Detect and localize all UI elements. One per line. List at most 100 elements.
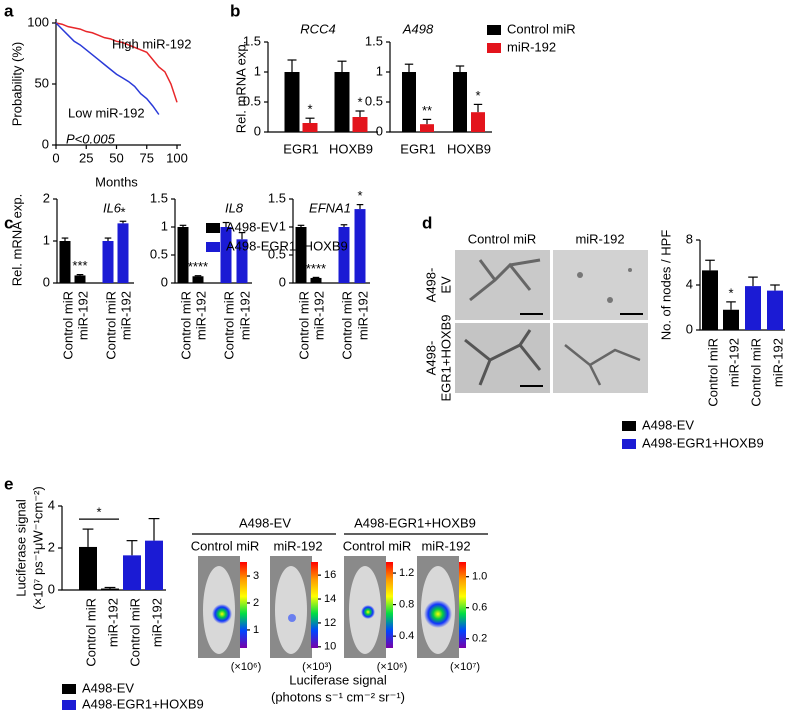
colorbar-tick-label: 1.0 [472, 571, 487, 583]
x-tick-label: miR-192 [118, 291, 133, 340]
bar [79, 546, 97, 590]
group-title: A498-EGR1+HOXB9 [354, 515, 476, 530]
x-tick-label: 0 [52, 150, 59, 165]
y-tick-label: 0 [376, 123, 383, 138]
y-tick-label: 1 [254, 63, 261, 78]
colorbar [311, 562, 318, 648]
y-tick-label: 1.5 [243, 33, 261, 48]
bar [420, 124, 434, 132]
colorbar-tick-label: 14 [324, 593, 336, 605]
legend-swatch [487, 25, 501, 35]
bar [74, 275, 86, 283]
y-tick-label: 0 [254, 123, 261, 138]
y-tick-label: 1 [161, 218, 168, 233]
legend-label: A498-EV [82, 680, 134, 695]
y-tick-label: 1 [43, 232, 50, 247]
x-tick-label: 100 [166, 150, 188, 165]
y-tick-label: 0 [43, 274, 50, 289]
legend-swatch [206, 242, 220, 252]
x-tick-label: 25 [79, 150, 93, 165]
y-axis-label: No. of nodes / HPF [658, 230, 673, 341]
significance: * [96, 505, 101, 520]
significance: * [728, 285, 733, 300]
legend-swatch [62, 700, 76, 710]
subplot-title: IL6 [103, 200, 122, 215]
bar [723, 309, 739, 330]
y-tick-label: 100 [27, 14, 49, 29]
colorbar-tick-label: 12 [324, 617, 336, 629]
x-tick-label: miR-192 [193, 291, 208, 340]
legend-label: A498-EGR1+HOXB9 [82, 696, 204, 711]
group-title: A498-EV [239, 515, 291, 530]
y-axis-label: Rel. mRNA exp. [9, 194, 24, 286]
significance: * [120, 205, 125, 220]
x-tick-label: miR-192 [237, 291, 252, 340]
bar [145, 540, 163, 590]
x-tick-label: miR-192 [726, 338, 741, 387]
row-label: EGR1+HOXB9 [438, 314, 453, 401]
panel-label: b [230, 1, 240, 20]
y-tick-label: 0 [279, 274, 286, 289]
colorbar-unit: (×10⁶) [231, 661, 262, 673]
bar [192, 276, 204, 283]
y-tick-label: 8 [686, 231, 693, 246]
significance: * [357, 94, 362, 109]
bar [177, 227, 189, 283]
y-tick-label: 0.5 [150, 246, 168, 261]
colorbar-unit: (×10³) [302, 661, 332, 673]
bar [453, 72, 467, 132]
y-tick-label: 1.5 [150, 190, 168, 205]
subplot-title: IL8 [225, 200, 244, 215]
y-tick-label: 2 [48, 539, 55, 554]
x-tick-label: Control miR [748, 338, 763, 407]
colorbar [240, 562, 247, 648]
column-label: miR-192 [421, 538, 470, 553]
y-tick-label: 4 [686, 276, 693, 291]
x-tick-label: 75 [140, 150, 154, 165]
panel-label: a [4, 1, 14, 20]
mouse-images [198, 556, 459, 658]
legend-label: A498-EV [642, 417, 694, 432]
bar [284, 72, 300, 132]
colorbar-tick-label: 16 [324, 569, 336, 581]
bar [334, 72, 350, 132]
x-tick-label: Control miR [296, 291, 311, 360]
y-tick-label: 0 [42, 136, 49, 151]
panel-label: c [4, 213, 13, 232]
x-tick-label: miR-192 [75, 291, 90, 340]
colorbar-tick-label: 3 [253, 570, 259, 582]
y-tick-label: 2 [43, 190, 50, 205]
colorbar [386, 562, 393, 648]
bar [310, 277, 322, 283]
x-tick-label: miR-192 [105, 598, 120, 647]
significance: **** [306, 261, 326, 276]
x-tick-label: Control miR [103, 291, 118, 360]
subplot-title: A498 [402, 21, 434, 36]
y-tick-label: 1.5 [268, 190, 286, 205]
y-tick-label: 0.5 [268, 246, 286, 261]
bar [352, 117, 368, 132]
x-tick-label: Control miR [221, 291, 236, 360]
y-tick-label: 0 [161, 274, 168, 289]
significance: ** [422, 103, 432, 118]
y-tick-label: 1.5 [365, 33, 383, 48]
caption: Luciferase signal [289, 672, 387, 687]
legend-swatch [622, 421, 636, 431]
x-tick-label: Control miR [178, 291, 193, 360]
x-tick-label: miR-192 [770, 338, 785, 387]
colorbar-unit: (×10⁷) [450, 661, 480, 673]
row-label: A498- [423, 341, 438, 376]
legend-swatch [487, 43, 501, 53]
bar [302, 123, 318, 132]
legend-label: A498-EGR1+HOXB9 [226, 238, 348, 253]
x-tick-label: 50 [109, 150, 123, 165]
bar [123, 555, 141, 590]
x-tick-label: Control miR [127, 598, 142, 667]
bar [102, 241, 114, 283]
significance: * [475, 88, 480, 103]
bar [101, 588, 119, 590]
x-axis-label: Months [95, 174, 138, 189]
bar [236, 239, 248, 283]
subplot-title: RCC4 [300, 21, 335, 36]
